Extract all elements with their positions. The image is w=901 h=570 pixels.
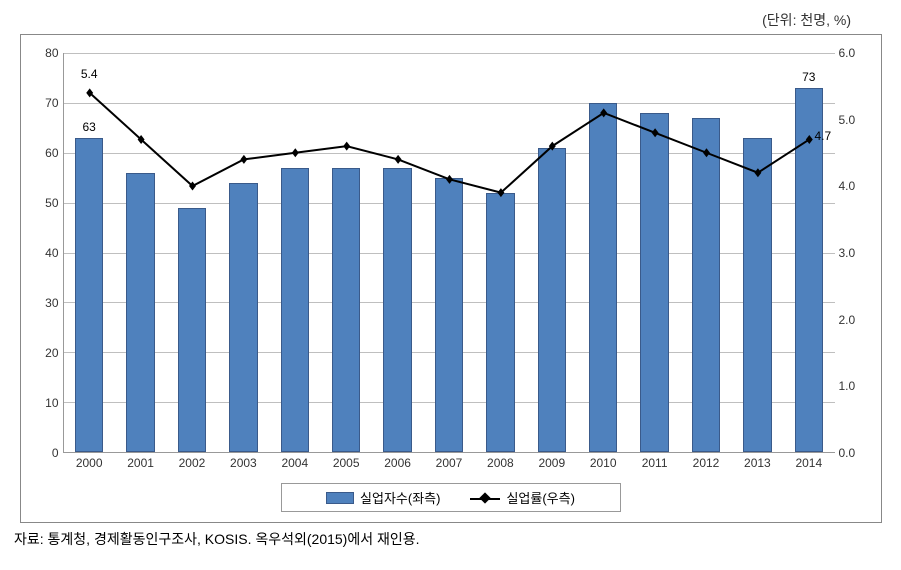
unit-label: (단위: 천명, %) xyxy=(10,10,891,30)
x-tick-label: 2002 xyxy=(179,456,206,470)
y-axis-left: 01020304050607080 xyxy=(33,53,63,453)
source-text: 자료: 통계청, 경제활동인구조사, KOSIS. 옥우석외(2015)에서 재… xyxy=(14,529,891,549)
legend-bar-label: 실업자수(좌측) xyxy=(360,488,440,507)
y-left-tick: 60 xyxy=(45,146,58,160)
y-left-tick: 50 xyxy=(45,196,58,210)
x-tick-label: 2008 xyxy=(487,456,514,470)
x-tick-label: 2004 xyxy=(281,456,308,470)
x-tick-label: 2012 xyxy=(693,456,720,470)
y-left-tick: 20 xyxy=(45,346,58,360)
legend-bar-swatch xyxy=(326,492,354,504)
x-tick-label: 2001 xyxy=(127,456,154,470)
y-right-tick: 2.0 xyxy=(839,313,856,327)
y-right-tick: 5.0 xyxy=(839,113,856,127)
y-axis-right: 0.01.02.03.04.05.06.0 xyxy=(835,53,869,453)
y-left-tick: 40 xyxy=(45,246,58,260)
x-tick-label: 2005 xyxy=(333,456,360,470)
x-tick-label: 2000 xyxy=(76,456,103,470)
x-tick-label: 2007 xyxy=(436,456,463,470)
chart-area: 01020304050607080 635.4734.7 20002001200… xyxy=(33,53,869,453)
x-tick-label: 2010 xyxy=(590,456,617,470)
x-axis-labels: 2000200120022003200420052006200720082009… xyxy=(64,53,835,452)
legend-line-swatch xyxy=(470,492,500,504)
x-tick-label: 2009 xyxy=(538,456,565,470)
y-left-tick: 10 xyxy=(45,396,58,410)
plot-area: 635.4734.7 20002001200220032004200520062… xyxy=(63,53,835,453)
x-tick-label: 2014 xyxy=(795,456,822,470)
x-tick-label: 2013 xyxy=(744,456,771,470)
x-tick-label: 2011 xyxy=(642,456,668,470)
legend-line-label: 실업률(우측) xyxy=(506,488,574,507)
x-tick-label: 2003 xyxy=(230,456,257,470)
y-right-tick: 3.0 xyxy=(839,246,856,260)
legend: 실업자수(좌측) 실업률(우측) xyxy=(281,483,621,512)
y-left-tick: 0 xyxy=(52,446,59,460)
legend-item-bars: 실업자수(좌측) xyxy=(326,488,440,507)
legend-item-line: 실업률(우측) xyxy=(470,488,574,507)
y-right-tick: 6.0 xyxy=(839,46,856,60)
y-right-tick: 1.0 xyxy=(839,379,856,393)
y-right-tick: 0.0 xyxy=(839,446,856,460)
x-tick-label: 2006 xyxy=(384,456,411,470)
y-left-tick: 70 xyxy=(45,96,58,110)
y-left-tick: 30 xyxy=(45,296,58,310)
y-left-tick: 80 xyxy=(45,46,58,60)
chart-container: 0 10 20 30 40 50 60 70 80 635.4734.7 20002001200… xyxy=(20,34,882,523)
y-right-tick: 4.0 xyxy=(839,179,856,193)
